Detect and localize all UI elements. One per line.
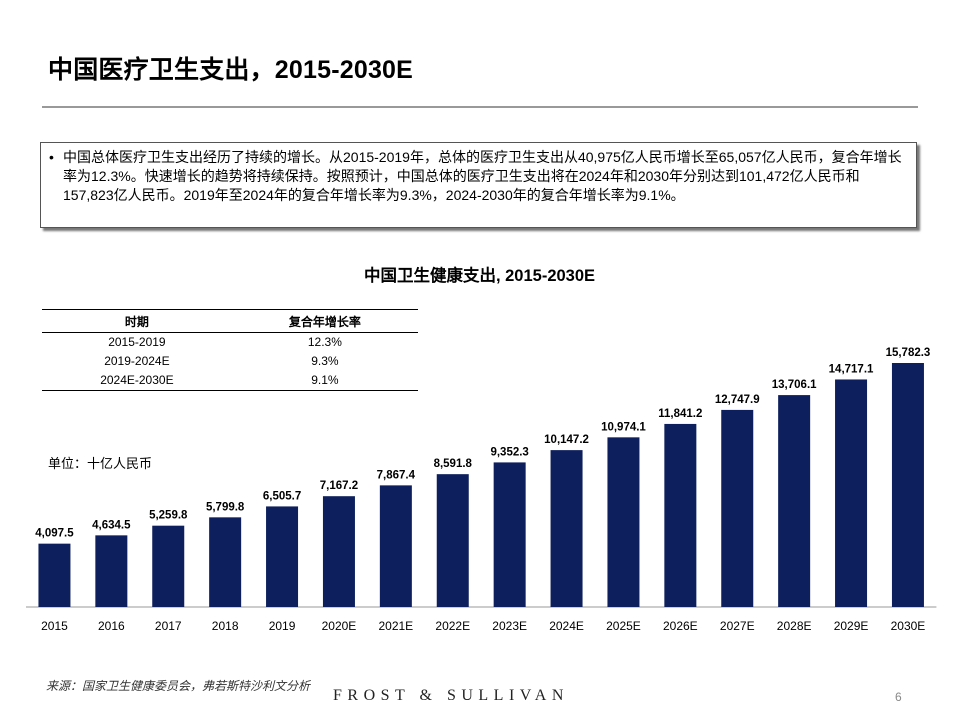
bar-2018 bbox=[209, 517, 242, 607]
bar-value-label: 8,591.8 bbox=[434, 458, 473, 470]
x-tick-label: 2024E bbox=[549, 619, 584, 633]
x-tick-label: 2015 bbox=[41, 619, 68, 633]
brand-logo-text: FROST & SULLIVAN bbox=[333, 687, 569, 704]
bar-2029E bbox=[835, 379, 868, 607]
x-tick-label: 2030E bbox=[891, 619, 926, 633]
title-divider bbox=[42, 106, 918, 108]
bar-value-label: 5,259.8 bbox=[149, 510, 188, 522]
bar-value-label: 15,782.3 bbox=[886, 347, 931, 359]
x-tick-label: 2021E bbox=[378, 619, 413, 633]
x-tick-label: 2023E bbox=[492, 619, 527, 633]
source-note: 来源：国家卫生健康委员会，弗若斯特沙利文分析 bbox=[46, 679, 311, 693]
cagr-table-header-row: 时期 复合年增长率 bbox=[42, 309, 418, 333]
bar-value-label: 13,706.1 bbox=[772, 379, 817, 391]
cagr-period-cell: 2024E-2030E bbox=[42, 371, 232, 391]
chart-title: 中国卫生健康支出, 2015-2030E bbox=[363, 267, 596, 285]
summary-text: 中国总体医疗卫生支出经历了持续的增长。从2015-2019年，总体的医疗卫生支出… bbox=[63, 149, 902, 203]
bar-2025E bbox=[607, 437, 640, 607]
bar-value-label: 7,167.2 bbox=[320, 480, 358, 492]
cagr-period-cell: 2019-2024E bbox=[104, 354, 170, 368]
x-tick-label: 2025E bbox=[606, 619, 641, 633]
page-number: 6 bbox=[895, 690, 902, 704]
x-tick-label: 2026E bbox=[663, 619, 698, 633]
x-tick-label: 2017 bbox=[155, 619, 182, 633]
bar-2016 bbox=[95, 535, 128, 607]
x-tick-label: 2019 bbox=[269, 619, 296, 633]
cagr-rate-cell: 12.3% bbox=[307, 335, 342, 349]
bar-value-label: 7,867.4 bbox=[377, 469, 416, 481]
x-tick-label: 2022E bbox=[435, 619, 470, 633]
cagr-header-rate: 复合年增长率 bbox=[231, 309, 418, 333]
bar-2022E bbox=[436, 474, 469, 607]
cagr-rate-cell: 9.3% bbox=[311, 354, 339, 368]
x-tick-label: 2018 bbox=[212, 619, 239, 633]
bar-2028E bbox=[778, 395, 811, 607]
x-tick-label: 2016 bbox=[98, 619, 125, 633]
table-row: 2019-2024E 9.3% bbox=[42, 352, 418, 371]
x-tick-label: 2020E bbox=[322, 619, 357, 633]
bar-2017 bbox=[152, 525, 185, 607]
bar-value-label: 11,841.2 bbox=[658, 408, 702, 420]
cagr-table: 时期 复合年增长率 2015-2019 12.3% 2019-2024E 9.3… bbox=[42, 309, 418, 391]
bar-2030E bbox=[891, 363, 924, 607]
bar-2020E bbox=[322, 496, 355, 607]
bar-value-label: 10,974.1 bbox=[601, 421, 646, 433]
bar-value-label: 12,747.9 bbox=[715, 394, 760, 406]
bar-value-label: 14,717.1 bbox=[829, 363, 874, 375]
summary-box: • 中国总体医疗卫生支出经历了持续的增长。从2015-2019年，总体的医疗卫生… bbox=[40, 142, 917, 228]
bar-2019 bbox=[266, 506, 299, 607]
bar-value-label: 4,097.5 bbox=[35, 528, 74, 540]
bar-value-label: 10,147.2 bbox=[544, 434, 589, 446]
bar-value-label: 4,634.5 bbox=[92, 519, 131, 531]
x-tick-label: 2029E bbox=[834, 619, 869, 633]
x-tick-label: 2028E bbox=[777, 619, 812, 633]
x-tick-label: 2027E bbox=[720, 619, 755, 633]
bar-2023E bbox=[493, 462, 526, 607]
cagr-rate-cell: 9.1% bbox=[231, 371, 418, 391]
cagr-period-cell: 2015-2019 bbox=[108, 335, 166, 349]
bar-2026E bbox=[664, 423, 697, 607]
bar-value-label: 6,505.7 bbox=[263, 490, 301, 502]
bar-2015 bbox=[38, 543, 71, 607]
bar-2024E bbox=[550, 450, 583, 607]
bar-2027E bbox=[721, 409, 754, 607]
cagr-header-period: 时期 bbox=[42, 309, 232, 333]
bar-2021E bbox=[379, 485, 412, 607]
bullet-marker: • bbox=[49, 149, 54, 165]
table-row: 2024E-2030E 9.1% bbox=[42, 371, 418, 391]
page-title: 中国医疗卫生支出，2015-2030E bbox=[48, 56, 414, 84]
bar-value-label: 5,799.8 bbox=[206, 501, 245, 513]
unit-label: 单位：十亿人民币 bbox=[48, 456, 153, 471]
bar-value-label: 9,352.3 bbox=[490, 446, 528, 458]
table-row: 2015-2019 12.3% bbox=[42, 333, 418, 353]
